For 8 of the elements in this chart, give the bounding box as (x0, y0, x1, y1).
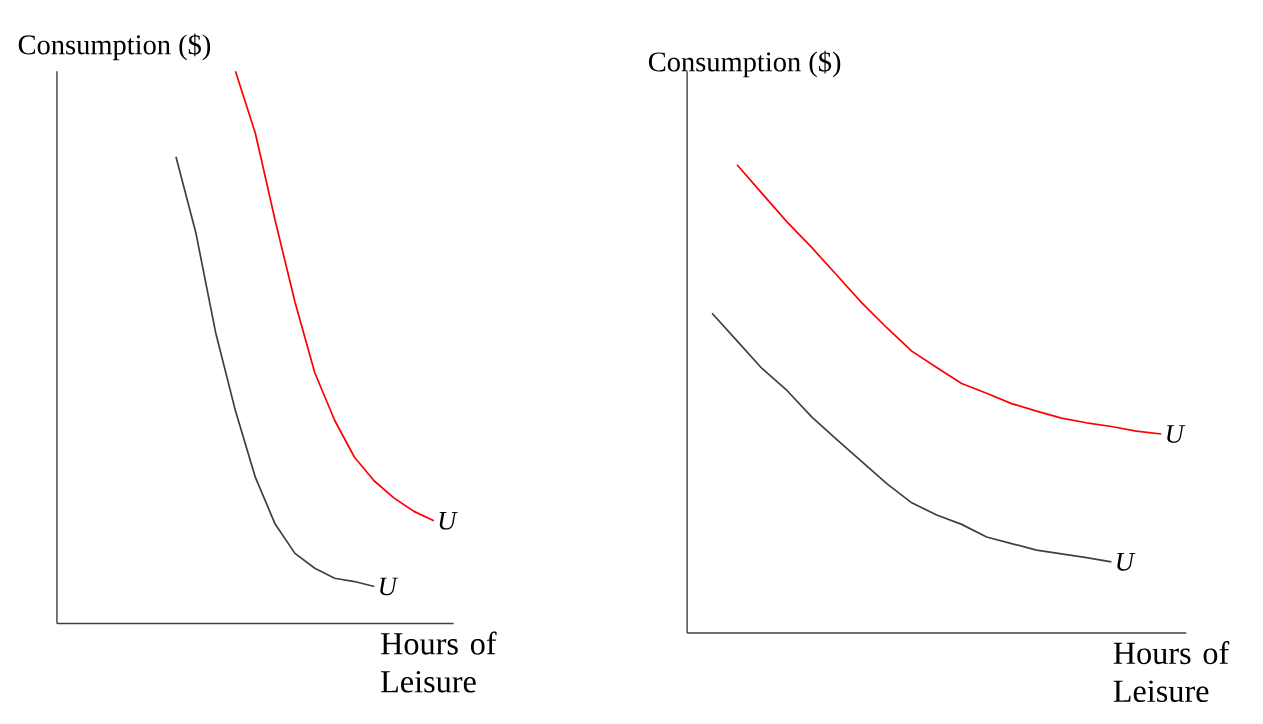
series-label: U (1167, 425, 1186, 443)
x-axis-title: Hours of Leisure (381, 631, 497, 693)
series-label: U (439, 511, 458, 530)
series-label: U (1117, 552, 1136, 571)
x-axis-title: Hours of Leisure (1113, 641, 1230, 703)
series-label: U (380, 577, 399, 596)
y-axis-title: Consumption ($) (648, 50, 841, 78)
y-axis-title: Consumption ($) (18, 33, 211, 61)
